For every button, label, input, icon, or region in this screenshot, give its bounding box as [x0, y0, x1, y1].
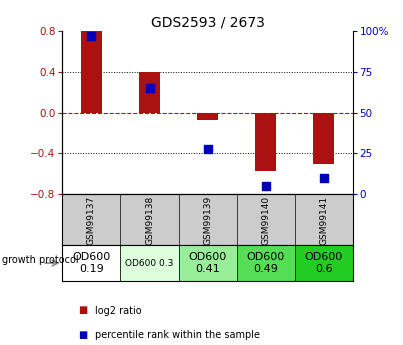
Point: [262, 183, 269, 189]
Bar: [256, 112, 276, 171]
Bar: [237, 245, 295, 281]
Text: log2 ratio: log2 ratio: [95, 306, 141, 315]
Text: GSM99137: GSM99137: [87, 196, 96, 245]
Text: GSM99139: GSM99139: [203, 196, 212, 245]
Point: [204, 146, 211, 151]
Text: OD600
0.41: OD600 0.41: [189, 252, 226, 274]
Bar: [295, 245, 353, 281]
Bar: [197, 112, 218, 120]
Text: OD600
0.19: OD600 0.19: [73, 252, 110, 274]
Bar: [120, 245, 179, 281]
Point: [88, 33, 95, 39]
Title: GDS2593 / 2673: GDS2593 / 2673: [151, 16, 264, 30]
Text: GSM99138: GSM99138: [145, 196, 154, 245]
Bar: [62, 245, 120, 281]
Bar: [139, 72, 160, 112]
Text: percentile rank within the sample: percentile rank within the sample: [95, 330, 260, 339]
Text: growth protocol: growth protocol: [2, 255, 79, 265]
Text: OD600
0.6: OD600 0.6: [305, 252, 343, 274]
Bar: [314, 112, 334, 164]
Point: [320, 175, 327, 181]
Text: GSM99141: GSM99141: [319, 196, 328, 245]
Text: OD600
0.49: OD600 0.49: [247, 252, 285, 274]
Text: ■: ■: [79, 330, 88, 339]
Bar: [179, 245, 237, 281]
Text: ■: ■: [79, 306, 88, 315]
Point: [146, 85, 153, 91]
Text: OD600 0.3: OD600 0.3: [125, 258, 174, 268]
Text: GSM99140: GSM99140: [261, 196, 270, 245]
Bar: [81, 31, 102, 112]
